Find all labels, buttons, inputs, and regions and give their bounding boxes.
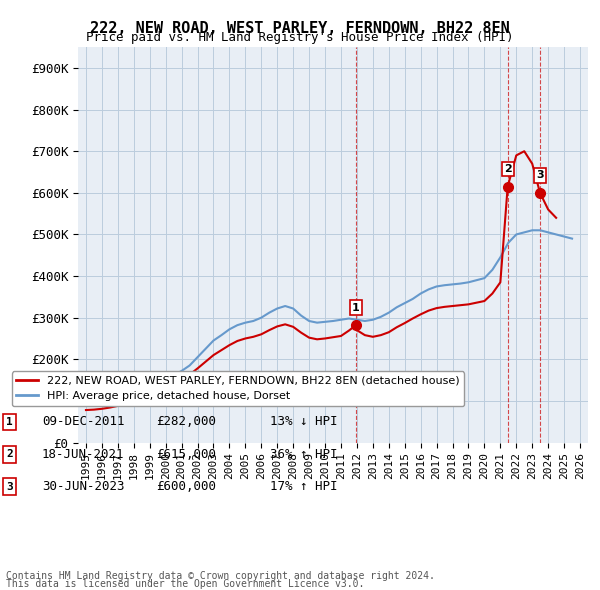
Text: 09-DEC-2011: 09-DEC-2011 — [42, 415, 125, 428]
Text: 36% ↑ HPI: 36% ↑ HPI — [270, 448, 337, 461]
Text: 2: 2 — [504, 164, 512, 174]
Text: 222, NEW ROAD, WEST PARLEY, FERNDOWN, BH22 8EN: 222, NEW ROAD, WEST PARLEY, FERNDOWN, BH… — [90, 21, 510, 35]
Text: Price paid vs. HM Land Registry's House Price Index (HPI): Price paid vs. HM Land Registry's House … — [86, 31, 514, 44]
Legend: 222, NEW ROAD, WEST PARLEY, FERNDOWN, BH22 8EN (detached house), HPI: Average pr: 222, NEW ROAD, WEST PARLEY, FERNDOWN, BH… — [11, 371, 464, 406]
Text: 1: 1 — [352, 303, 360, 313]
Text: 3: 3 — [6, 482, 13, 491]
Text: 13% ↓ HPI: 13% ↓ HPI — [270, 415, 337, 428]
Text: Contains HM Land Registry data © Crown copyright and database right 2024.: Contains HM Land Registry data © Crown c… — [6, 571, 435, 581]
Text: 17% ↑ HPI: 17% ↑ HPI — [270, 480, 337, 493]
Text: £282,000: £282,000 — [156, 415, 216, 428]
Text: 3: 3 — [536, 171, 544, 181]
Text: £600,000: £600,000 — [156, 480, 216, 493]
Text: 2: 2 — [6, 450, 13, 459]
Text: £615,000: £615,000 — [156, 448, 216, 461]
Text: 30-JUN-2023: 30-JUN-2023 — [42, 480, 125, 493]
Text: This data is licensed under the Open Government Licence v3.0.: This data is licensed under the Open Gov… — [6, 579, 364, 589]
Text: 1: 1 — [6, 417, 13, 427]
Text: 18-JUN-2021: 18-JUN-2021 — [42, 448, 125, 461]
